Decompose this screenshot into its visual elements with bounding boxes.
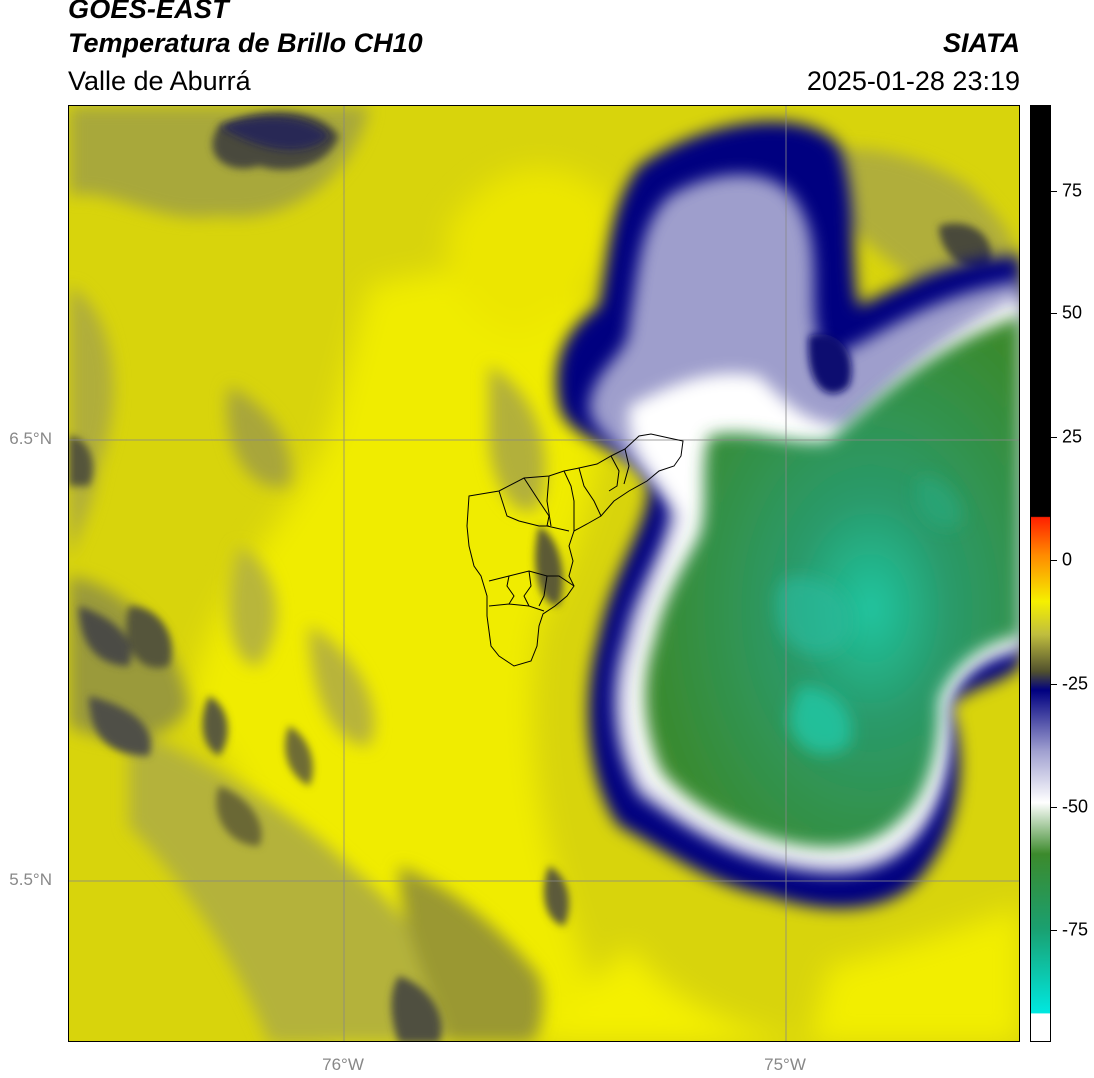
colorbar-label-50: 50 [1062, 302, 1083, 323]
colorbar-tick [1051, 313, 1057, 314]
colorbar-gradient [1031, 106, 1050, 1041]
lat-label-5-5: 5.5°N [9, 870, 52, 889]
cold-cloud-tops [219, 117, 852, 394]
colorbar-label-m50: -50 [1062, 796, 1089, 817]
lon-label-75w: 75°W [764, 1055, 806, 1074]
product-title: Temperatura de Brillo CH10 [68, 28, 423, 58]
graticule [69, 106, 1019, 1041]
colorbar-tick [1051, 684, 1057, 685]
colorbar [1030, 105, 1051, 1042]
municipality-boundaries [466, 433, 684, 667]
lat-label-6-5: 6.5°N [9, 429, 52, 448]
colorbar-label-0: 0 [1062, 549, 1073, 570]
colorbar-label-m25: -25 [1062, 673, 1089, 694]
colorbar-tick [1051, 930, 1057, 931]
satellite-map[interactable] [68, 105, 1020, 1042]
datetime-label: 2025-01-28 23:19 [806, 66, 1020, 96]
colorbar-label-25: 25 [1062, 426, 1083, 447]
colorbar-label-m75: -75 [1062, 919, 1089, 940]
organization-label: SIATA [943, 28, 1020, 58]
olive-areas [69, 106, 1019, 1041]
map-canvas [69, 106, 1019, 1041]
colorbar-tick [1051, 437, 1057, 438]
region-label: Valle de Aburrá [68, 66, 251, 96]
satellite-title: GOES-EAST [68, 0, 229, 24]
colorbar-tick [1051, 807, 1057, 808]
colorbar-tick [1051, 191, 1057, 192]
colorbar-label-75: 75 [1062, 180, 1083, 201]
lon-label-76w: 76°W [322, 1055, 364, 1074]
colorbar-tick [1051, 560, 1057, 561]
storm-system [556, 121, 1019, 909]
